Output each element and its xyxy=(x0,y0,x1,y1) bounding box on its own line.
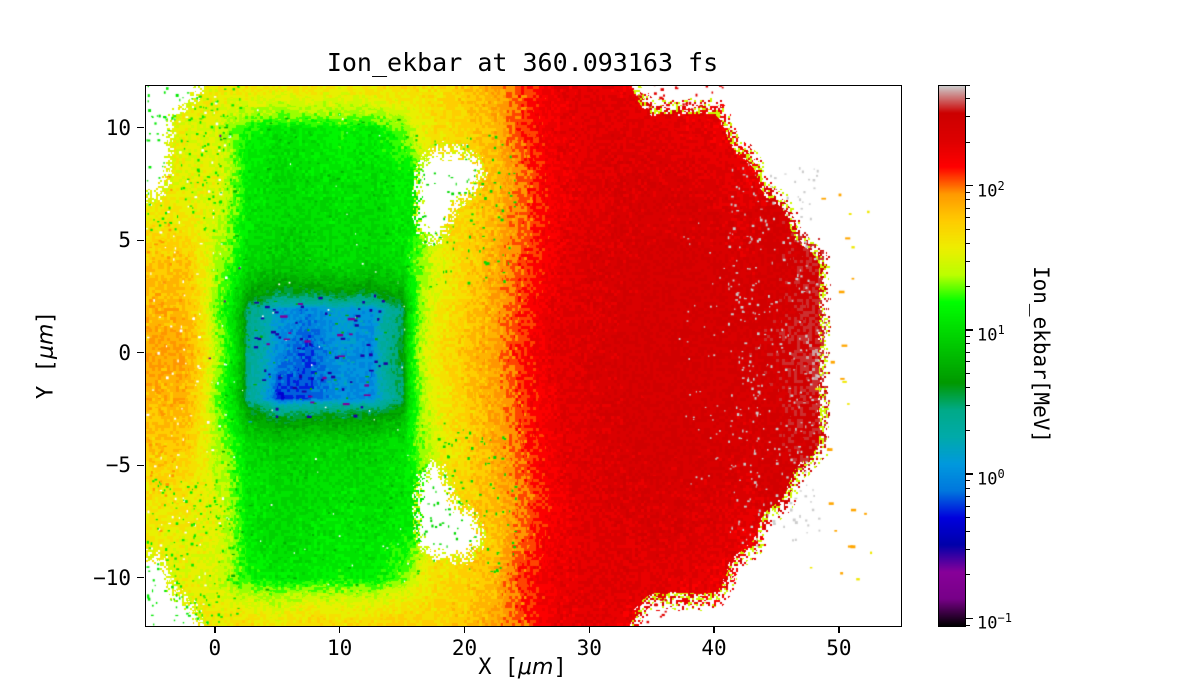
colorbar-minor-tick-mark xyxy=(966,574,970,576)
colorbar-tick-label: 10−1 xyxy=(977,611,1012,635)
colorbar-minor-tick-mark xyxy=(966,286,970,288)
colorbar-minor-tick-mark xyxy=(966,98,970,100)
colorbar-minor-tick-mark xyxy=(966,191,970,193)
y-tick-mark xyxy=(137,464,144,466)
colorbar-canvas xyxy=(939,86,965,626)
colorbar-minor-tick-mark xyxy=(966,217,970,219)
colorbar-minor-tick-mark xyxy=(966,531,970,533)
colorbar-minor-tick-mark xyxy=(966,336,970,338)
x-tick-label: 0 xyxy=(208,636,222,660)
colorbar-minor-tick-mark xyxy=(966,84,970,86)
colorbar-minor-tick-mark xyxy=(966,487,970,489)
x-axis-label-mu: μm xyxy=(518,655,554,680)
colorbar-minor-tick-mark xyxy=(966,496,970,498)
colorbar-minor-tick-mark xyxy=(966,404,970,406)
y-tick-mark xyxy=(137,577,144,579)
colorbar-tick-label: 100 xyxy=(977,467,1005,490)
x-tick-label: 20 xyxy=(451,636,478,660)
colorbar-minor-tick-mark xyxy=(966,228,970,230)
x-tick-mark xyxy=(338,626,341,633)
x-axis-label-suffix: ] xyxy=(553,655,567,680)
colorbar-tick-mark xyxy=(966,185,973,187)
colorbar-minor-tick-mark xyxy=(966,549,970,551)
x-tick-mark xyxy=(463,626,466,633)
y-tick-label: −5 xyxy=(105,453,131,478)
heatmap-canvas xyxy=(146,86,901,626)
x-tick-label: 50 xyxy=(826,636,852,660)
colorbar-tick-mark xyxy=(966,617,973,620)
colorbar-minor-tick-mark xyxy=(966,517,970,519)
x-axis-label-prefix: X [ xyxy=(478,655,519,680)
colorbar-tick-mark xyxy=(966,473,973,475)
x-tick-mark xyxy=(838,626,840,633)
colorbar-minor-tick-mark xyxy=(966,386,970,388)
colorbar-tick-mark xyxy=(966,329,973,331)
y-tick-label: 5 xyxy=(118,228,131,253)
colorbar-minor-tick-mark xyxy=(966,343,970,345)
colorbar-minor-tick-mark xyxy=(966,260,970,262)
x-tick-label: 40 xyxy=(701,636,727,660)
y-axis-label: Y [μm] xyxy=(28,85,64,625)
colorbar-minor-tick-mark xyxy=(966,199,970,201)
colorbar-minor-tick-mark xyxy=(966,116,970,118)
colorbar-minor-tick-mark xyxy=(966,141,970,143)
y-tick-label: −10 xyxy=(93,565,131,590)
colorbar-minor-tick-mark xyxy=(966,242,970,244)
colorbar-minor-tick-mark xyxy=(966,372,970,374)
colorbar-tick-label: 102 xyxy=(977,178,1005,202)
y-axis-label-mu: μm xyxy=(33,324,59,360)
y-tick-label: 0 xyxy=(118,340,131,365)
y-axis-label-prefix: Y [ xyxy=(33,359,59,400)
colorbar-tick-label: 101 xyxy=(977,322,1005,346)
colorbar-minor-tick-mark xyxy=(966,430,970,432)
colorbar-minor-tick-mark xyxy=(966,480,970,482)
colorbar xyxy=(938,85,966,627)
colorbar-label: Ion_ekbar[MeV] xyxy=(1029,266,1053,444)
colorbar-minor-tick-mark xyxy=(966,207,970,209)
y-axis-label-suffix: ] xyxy=(33,310,59,325)
y-tick-mark xyxy=(137,352,144,354)
colorbar-minor-tick-mark xyxy=(966,351,970,353)
colorbar-minor-tick-mark xyxy=(966,361,970,363)
y-tick-label: 10 xyxy=(105,115,131,140)
x-tick-mark xyxy=(214,626,216,633)
plot-title: Ion_ekbar at 360.093163 fs xyxy=(326,48,719,77)
y-tick-mark xyxy=(137,239,144,241)
x-tick-label: 10 xyxy=(327,636,353,660)
plot-area xyxy=(145,85,902,627)
x-tick-label: 30 xyxy=(576,636,602,660)
x-tick-mark xyxy=(713,626,715,633)
x-tick-mark xyxy=(588,626,590,633)
colorbar-minor-tick-mark xyxy=(966,624,970,626)
colorbar-minor-tick-mark xyxy=(966,505,970,507)
x-axis-label: X [μm] xyxy=(145,655,900,680)
y-tick-mark xyxy=(137,127,144,129)
